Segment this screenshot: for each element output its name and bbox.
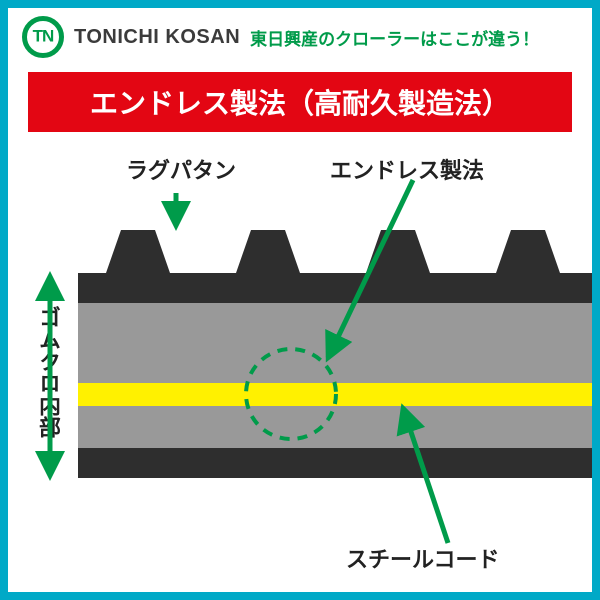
diagram-svg	[8, 148, 592, 592]
header: TN TONICHI KOSAN 東日興産のクローラーはここが違う！	[8, 8, 592, 66]
title-bar: エンドレス製法（高耐久製造法）	[28, 72, 572, 132]
diagram-area: ラグパタン エンドレス製法 ゴムクロ内部 スチールコード	[8, 148, 592, 592]
infographic-frame: TN TONICHI KOSAN 東日興産のクローラーはここが違う！ エンドレス…	[0, 0, 600, 600]
logo-tn-text: TN	[33, 27, 54, 47]
gray-layer	[78, 303, 592, 448]
brand-name: TONICHI KOSAN	[74, 26, 240, 49]
tagline: 東日興産のクローラーはここが違う！	[250, 25, 539, 50]
logo-circle: TN	[22, 16, 64, 58]
